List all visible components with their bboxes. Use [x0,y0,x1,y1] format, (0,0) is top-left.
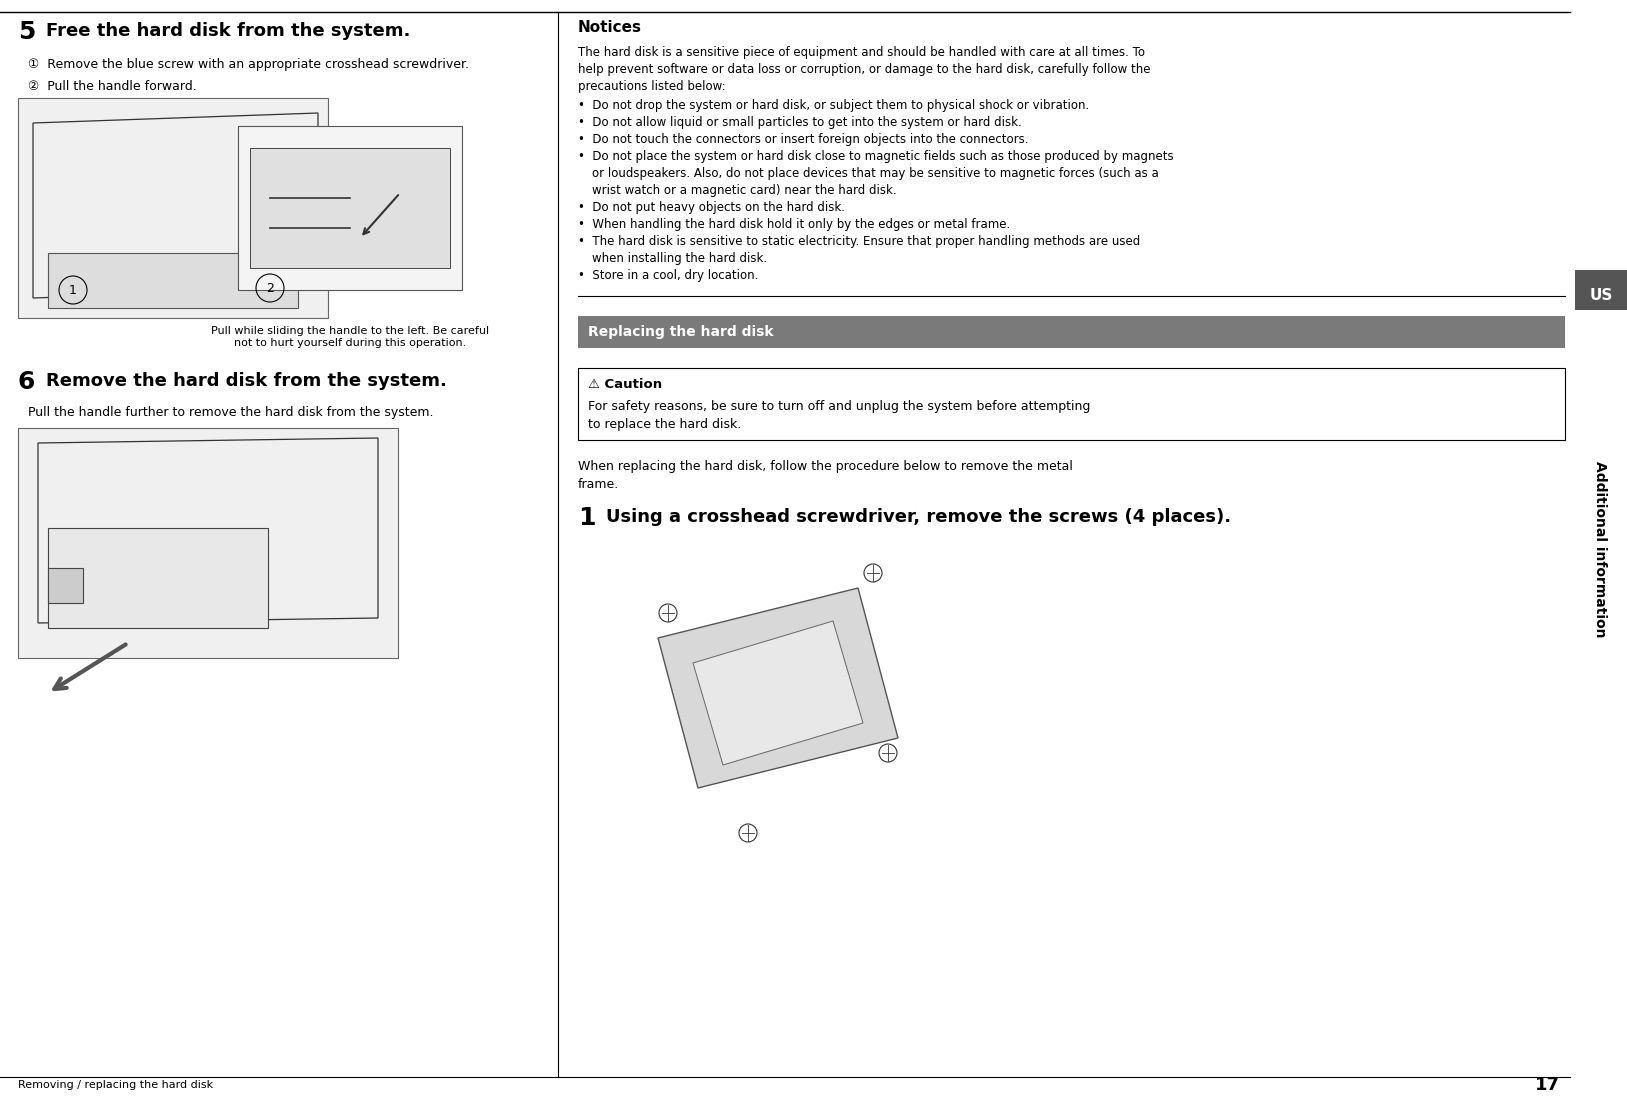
FancyBboxPatch shape [49,568,83,603]
Text: Additional information: Additional information [1593,460,1607,637]
Text: 5: 5 [18,20,36,44]
Text: Notices: Notices [578,20,643,35]
Text: help prevent software or data loss or corruption, or damage to the hard disk, ca: help prevent software or data loss or co… [578,63,1150,76]
FancyBboxPatch shape [578,317,1565,348]
FancyBboxPatch shape [18,428,399,658]
Text: •  The hard disk is sensitive to static electricity. Ensure that proper handling: • The hard disk is sensitive to static e… [578,235,1141,248]
Text: 17: 17 [1534,1076,1560,1094]
FancyBboxPatch shape [578,368,1565,440]
Text: Removing / replacing the hard disk: Removing / replacing the hard disk [18,1080,213,1090]
Text: Replacing the hard disk: Replacing the hard disk [587,325,773,338]
Text: 1: 1 [578,506,595,530]
FancyBboxPatch shape [251,148,451,268]
Text: 2: 2 [267,281,273,295]
FancyBboxPatch shape [238,126,462,290]
Text: Free the hard disk from the system.: Free the hard disk from the system. [46,22,410,40]
Text: when installing the hard disk.: when installing the hard disk. [592,252,766,265]
FancyBboxPatch shape [49,253,298,308]
Text: 1: 1 [68,284,76,297]
Text: Using a crosshead screwdriver, remove the screws (4 places).: Using a crosshead screwdriver, remove th… [605,508,1232,526]
Text: •  Do not place the system or hard disk close to magnetic fields such as those p: • Do not place the system or hard disk c… [578,149,1173,163]
Text: wrist watch or a magnetic card) near the hard disk.: wrist watch or a magnetic card) near the… [592,184,896,197]
Text: For safety reasons, be sure to turn off and unplug the system before attempting: For safety reasons, be sure to turn off … [587,400,1090,413]
Text: •  Do not put heavy objects on the hard disk.: • Do not put heavy objects on the hard d… [578,201,844,214]
Text: Pull while sliding the handle to the left. Be careful
not to hurt yourself durin: Pull while sliding the handle to the lef… [212,326,490,347]
Text: 6: 6 [18,370,36,395]
Text: •  Store in a cool, dry location.: • Store in a cool, dry location. [578,269,758,282]
Text: •  Do not drop the system or hard disk, or subject them to physical shock or vib: • Do not drop the system or hard disk, o… [578,99,1088,112]
FancyBboxPatch shape [18,98,329,318]
Text: precautions listed below:: precautions listed below: [578,80,726,93]
FancyBboxPatch shape [1575,270,1627,310]
Text: ⚠ Caution: ⚠ Caution [587,378,662,391]
Text: •  Do not touch the connectors or insert foreign objects into the connectors.: • Do not touch the connectors or insert … [578,133,1028,146]
Polygon shape [693,621,862,765]
Text: frame.: frame. [578,478,620,491]
Text: to replace the hard disk.: to replace the hard disk. [587,418,742,431]
Text: ②  Pull the handle forward.: ② Pull the handle forward. [28,80,197,93]
Text: The hard disk is a sensitive piece of equipment and should be handled with care : The hard disk is a sensitive piece of eq… [578,46,1145,59]
Text: •  When handling the hard disk hold it only by the edges or metal frame.: • When handling the hard disk hold it on… [578,218,1010,231]
Text: Remove the hard disk from the system.: Remove the hard disk from the system. [46,371,447,390]
Text: US: US [1590,288,1612,302]
Text: ①  Remove the blue screw with an appropriate crosshead screwdriver.: ① Remove the blue screw with an appropri… [28,58,469,71]
Text: Pull the handle further to remove the hard disk from the system.: Pull the handle further to remove the ha… [28,406,433,419]
Text: •  Do not allow liquid or small particles to get into the system or hard disk.: • Do not allow liquid or small particles… [578,116,1022,129]
Text: When replacing the hard disk, follow the procedure below to remove the metal: When replacing the hard disk, follow the… [578,460,1072,473]
FancyBboxPatch shape [49,528,268,628]
Text: or loudspeakers. Also, do not place devices that may be sensitive to magnetic fo: or loudspeakers. Also, do not place devi… [592,167,1158,180]
Polygon shape [657,588,898,788]
